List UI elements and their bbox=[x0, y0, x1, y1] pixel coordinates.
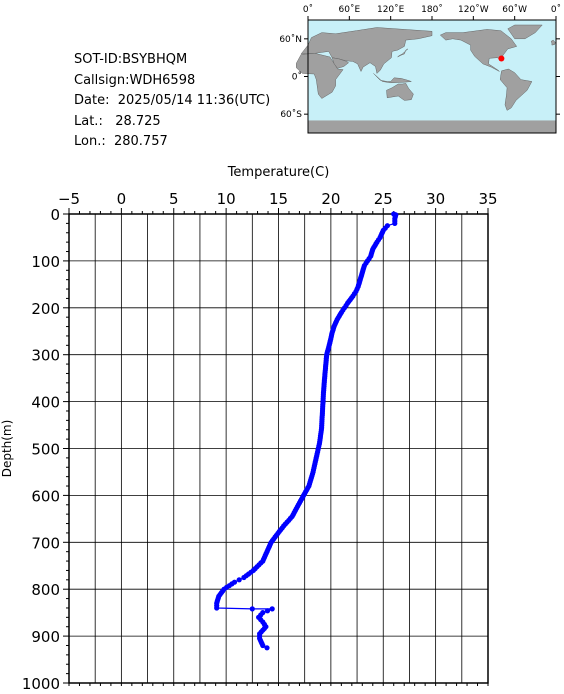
grid-lines bbox=[69, 214, 488, 683]
latitude-label: Lat.: 28.725 bbox=[74, 113, 161, 129]
temperature-data-point bbox=[264, 608, 271, 614]
map-lon-label: 180˚ bbox=[421, 4, 443, 15]
temperature-depth-chart: −5 0 5 10 15 20 25 30 35 0 100 200 300 400 500 600 700 80… bbox=[0, 155, 564, 693]
map-lon-label: 60˚E bbox=[339, 4, 361, 15]
x-tick-label: 20 bbox=[321, 190, 340, 208]
x-tick-label: −5 bbox=[58, 190, 80, 208]
temperature-data-point bbox=[249, 606, 255, 612]
indonesia-land bbox=[373, 73, 412, 84]
x-tick-label: 35 bbox=[478, 190, 497, 208]
antarctica-land bbox=[308, 120, 556, 133]
sot-id-label: SOT-ID:BSYBHQM bbox=[74, 52, 188, 67]
y-tick-label: 100 bbox=[31, 253, 60, 271]
uk-land bbox=[550, 39, 556, 46]
y-tick-label: 600 bbox=[31, 487, 60, 505]
temperature-data-point bbox=[214, 605, 220, 611]
date-label: Date: 2025/05/14 11:36(UTC) bbox=[74, 93, 271, 108]
greenland-land bbox=[507, 24, 543, 40]
map-lat-label: 60˚S bbox=[280, 109, 302, 120]
x-axis-title: Temperature(C) bbox=[227, 165, 330, 180]
south-america-land bbox=[499, 68, 533, 111]
x-tick-label: 5 bbox=[169, 190, 179, 208]
map-lat-label: 60˚N bbox=[279, 34, 302, 45]
y-axis-title: Depth(m) bbox=[0, 420, 14, 478]
x-tick-label: 0 bbox=[117, 190, 127, 208]
y-tick-label: 800 bbox=[31, 581, 60, 599]
temperature-profile-series bbox=[214, 211, 399, 651]
temperature-data-point bbox=[241, 574, 247, 581]
map-lon-label: 60˚W bbox=[502, 4, 527, 15]
x-tick-label: 10 bbox=[217, 190, 236, 208]
y-tick-label: 300 bbox=[31, 347, 60, 365]
float-position-marker bbox=[498, 55, 505, 62]
japan-land bbox=[397, 48, 409, 58]
map-lat-label: 0˚ bbox=[292, 72, 302, 83]
y-tick-label: 400 bbox=[31, 394, 60, 412]
y-tick-label: 500 bbox=[31, 441, 60, 459]
temperature-data-point bbox=[392, 220, 398, 226]
australia-land bbox=[386, 83, 414, 101]
x-tick-label: 30 bbox=[426, 190, 445, 208]
temperature-data-point bbox=[264, 645, 270, 651]
world-map: 0˚ 60˚E 120˚E 180˚ 120˚W 60˚W 0˚ 60˚N 0˚ 60˚S bbox=[0, 0, 564, 140]
float-info-panel: SOT-ID:BSYBHQM Callsign:WDH6598 Date: 20… bbox=[74, 50, 270, 153]
map-lon-label: 0˚ bbox=[551, 4, 561, 15]
temperature-data-point bbox=[260, 642, 266, 649]
north-america-land bbox=[439, 29, 518, 72]
map-lon-label: 120˚E bbox=[377, 4, 405, 15]
y-tick-label: 0 bbox=[50, 206, 60, 224]
map-lon-label: 120˚W bbox=[458, 4, 489, 15]
temperature-depth-svg: −5 0 5 10 15 20 25 30 35010020030040050060070080… bbox=[0, 165, 498, 693]
map-lon-label: 0˚ bbox=[303, 4, 313, 15]
temperature-data-point bbox=[269, 606, 275, 612]
temperature-data-point bbox=[236, 577, 242, 583]
y-tick-label: 1000 bbox=[22, 675, 60, 690]
arabia-land bbox=[331, 57, 350, 69]
temperature-profile-line bbox=[216, 213, 397, 649]
world-map-svg: 0˚ 60˚E 120˚E 180˚ 120˚W 60˚W 0˚ 60˚N 0˚ 60˚S bbox=[279, 4, 561, 134]
y-tick-label: 900 bbox=[31, 628, 60, 646]
longitude-label: Lon.: 280.757 bbox=[74, 134, 168, 149]
y-tick-label: 200 bbox=[31, 300, 60, 318]
y-tick-label: 700 bbox=[31, 534, 60, 552]
callsign-label: Callsign:WDH6598 bbox=[74, 72, 196, 88]
x-tick-label: 15 bbox=[269, 190, 288, 208]
x-tick-label: 25 bbox=[374, 190, 393, 208]
